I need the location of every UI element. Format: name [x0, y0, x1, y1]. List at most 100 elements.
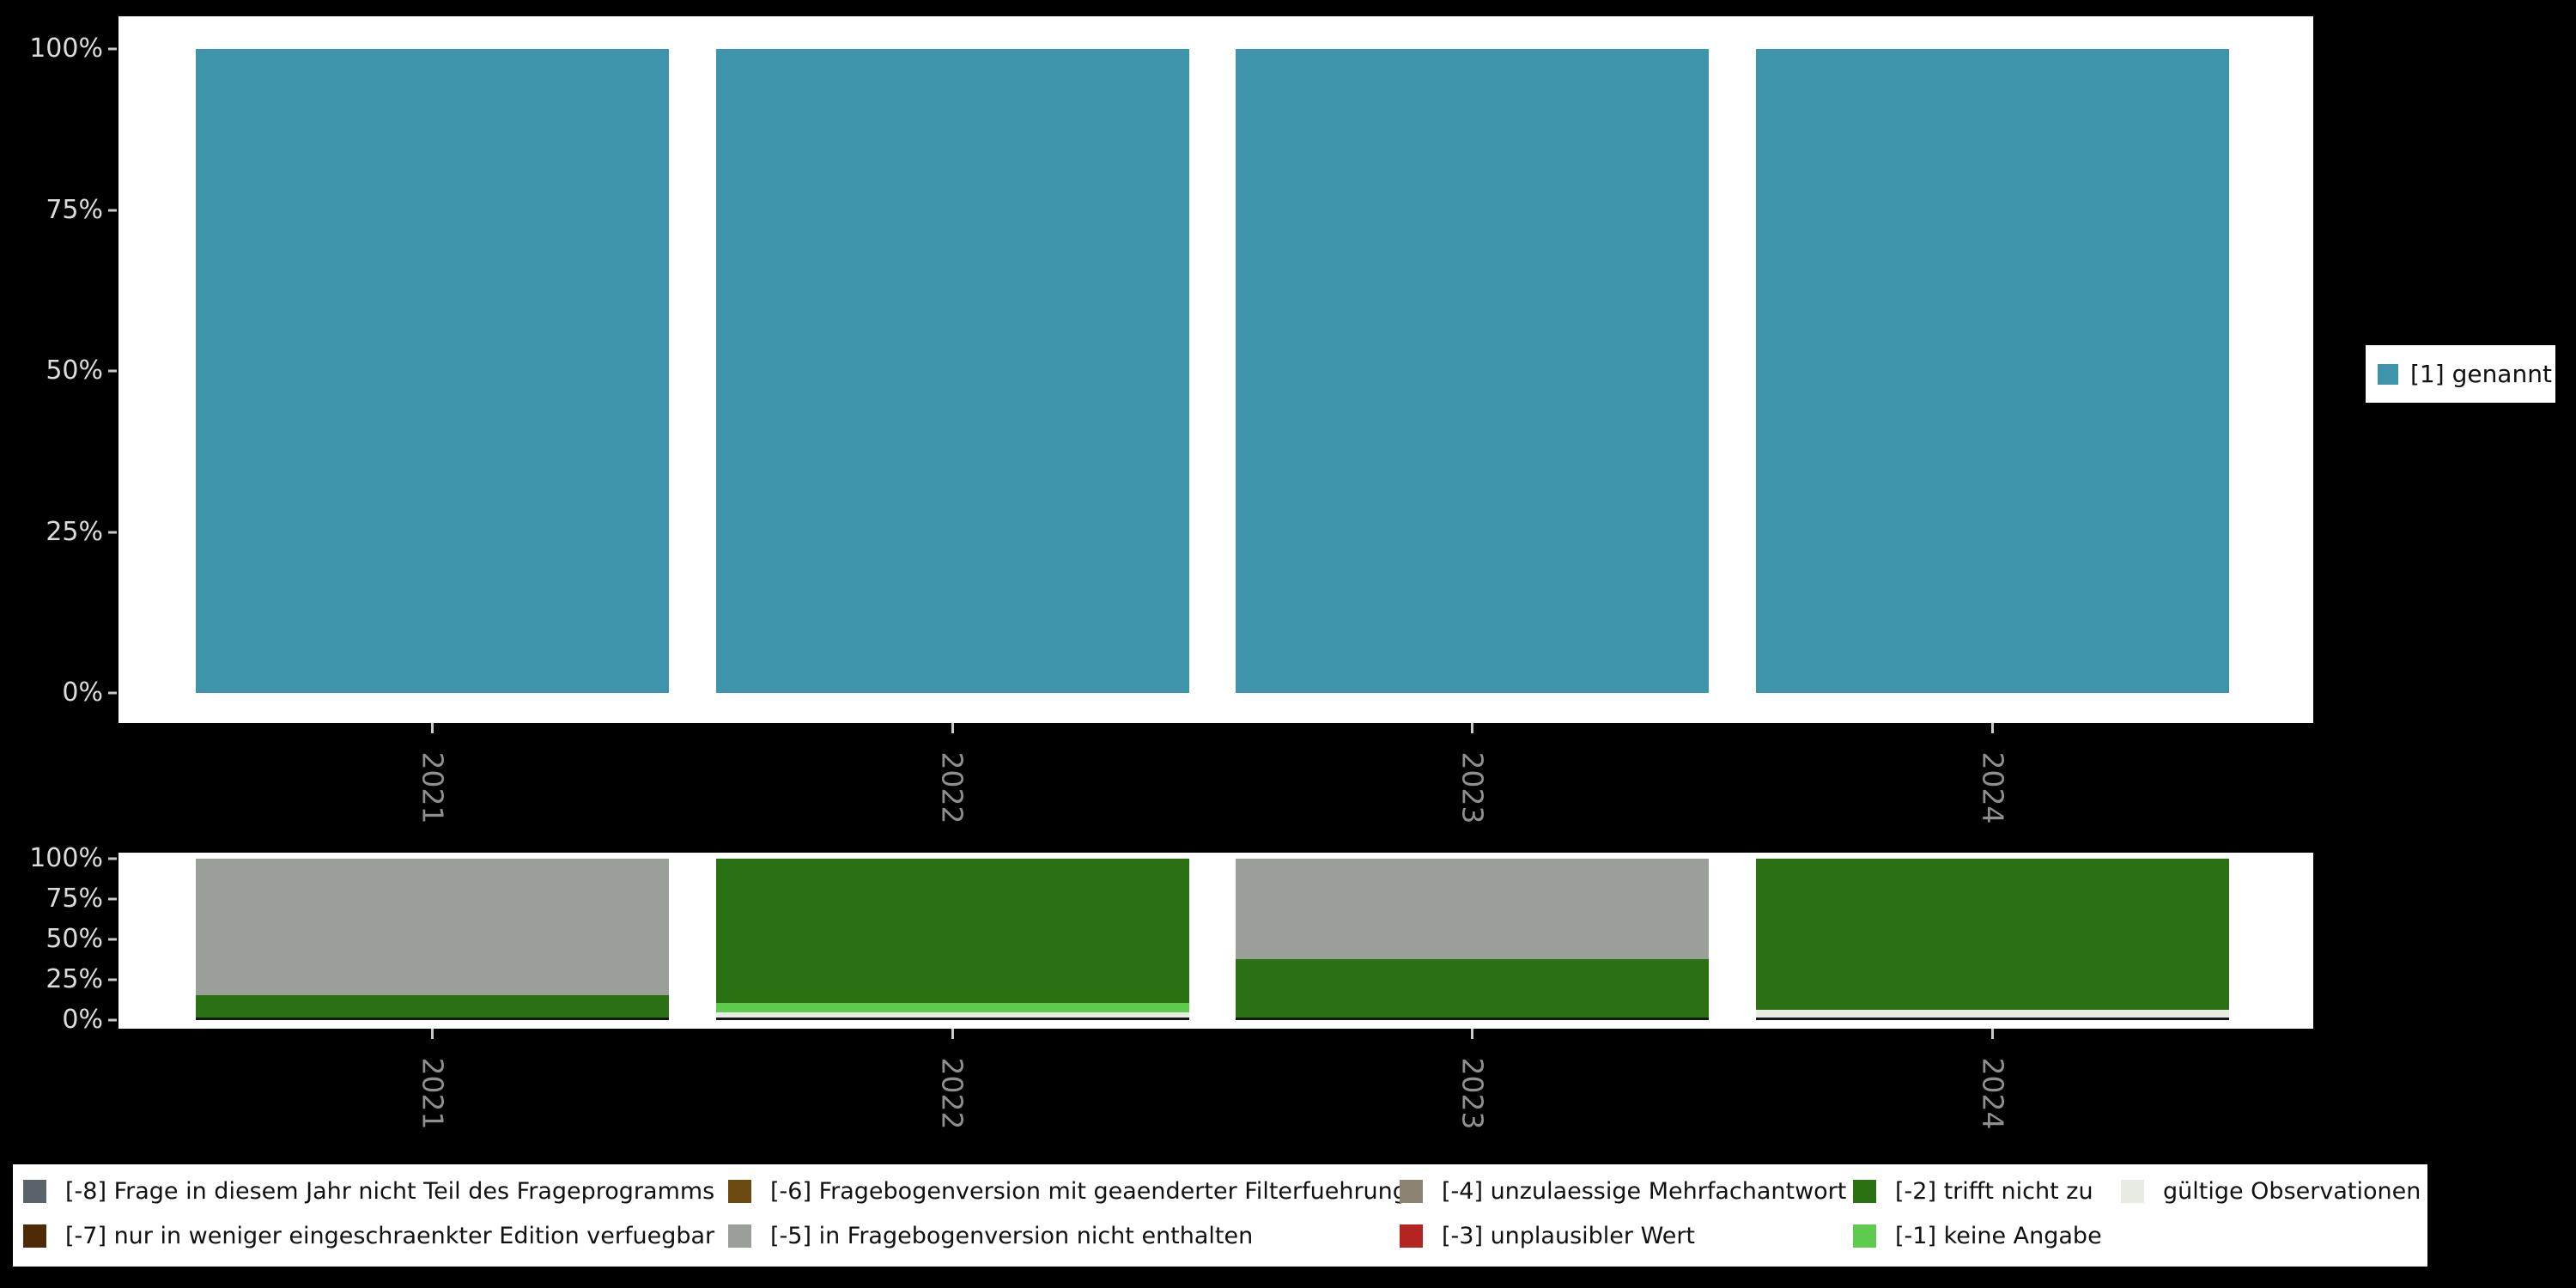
legend-item-label: [-3] unplausibler Wert	[1442, 1222, 1696, 1249]
legend-item-label: [-6] Fragebogenversion mit geaenderter F…	[770, 1177, 1407, 1205]
x-tick-mark	[951, 723, 954, 733]
missing-values-chart-panel	[118, 853, 2313, 1029]
bar-segment	[715, 1003, 1189, 1013]
y-tick-label: 25%	[46, 964, 103, 994]
bar-2022	[715, 859, 1189, 1020]
x-tick-mark	[951, 1029, 954, 1039]
legend-item: [-1] keine Angabe	[1853, 1219, 2102, 1252]
bar-segment	[1236, 49, 1710, 693]
x-tick-label-text: 2021	[416, 1057, 450, 1129]
x-tick-mark	[431, 723, 434, 733]
bar-2021	[196, 859, 670, 1020]
legend-item-label: [1] genannt	[2410, 360, 2552, 388]
legend-item: [-4] unzulaessige Mehrfachantwort	[1400, 1175, 1846, 1207]
legend-item: [-7] nur in weniger eingeschraenkter Edi…	[23, 1219, 714, 1252]
legend-item: [-3] unplausibler Wert	[1400, 1219, 1846, 1252]
legend-key-swatch	[1853, 1224, 1876, 1248]
x-tick-label-2023: 2023	[1454, 740, 1492, 835]
x-tick-label-text: 2023	[1455, 751, 1490, 823]
x-axis-cell-2023: 2023	[1236, 1029, 1709, 1145]
legend-item-label: gültige Observationen	[2163, 1177, 2421, 1205]
legend-key-swatch	[728, 1224, 751, 1248]
bar-segment	[1236, 859, 1710, 959]
y-tick-label: 50%	[46, 355, 103, 386]
x-tick-label-text: 2022	[935, 1057, 969, 1129]
bar-segment	[1755, 859, 2229, 1010]
x-tick-label-2024: 2024	[1973, 1046, 2011, 1140]
bar-segment	[196, 995, 670, 1018]
x-axis-cell-2024: 2024	[1756, 723, 2229, 839]
main-chart-panel	[118, 16, 2313, 723]
y-tick-mark	[108, 531, 117, 533]
y-tick-label: 50%	[46, 924, 103, 954]
legend-key-swatch	[2121, 1179, 2144, 1203]
x-tick-label-text: 2024	[1975, 751, 2009, 823]
bar-segment	[715, 1012, 1189, 1018]
x-axis-missing: 2021 2022 2023 2024	[196, 1029, 2229, 1145]
legend-item: gültige Observationen	[2121, 1175, 2421, 1207]
y-tick-mark	[108, 47, 117, 51]
bar-segment	[715, 859, 1189, 1004]
y-tick-mark	[108, 857, 117, 860]
legend-column-3: [-4] unzulaessige Mehrfachantwort [-3] un…	[1400, 1175, 1846, 1252]
x-tick-label-2021: 2021	[414, 740, 452, 835]
x-axis-cell-2023: 2023	[1236, 723, 1709, 839]
legend-column-4: [-2] trifft nicht zu [-1] keine Angabe	[1853, 1175, 2102, 1252]
x-tick-mark	[1471, 1029, 1474, 1039]
legend-genannt: [1] genannt	[2366, 345, 2555, 403]
x-tick-label-2023: 2023	[1454, 1046, 1492, 1140]
y-tick-mark	[108, 978, 117, 981]
x-axis-main: 2021 2022 2023 2024	[196, 723, 2229, 839]
y-tick-label: 0%	[62, 1005, 103, 1035]
bar-segment	[1236, 958, 1710, 1018]
y-tick-label: 100%	[29, 33, 103, 64]
legend-key-swatch	[23, 1179, 46, 1203]
x-tick-mark	[1990, 1029, 1994, 1039]
bar-segment	[196, 859, 670, 996]
x-tick-label-text: 2022	[935, 751, 969, 823]
y-tick-label: 75%	[46, 884, 103, 914]
x-axis-cell-2022: 2022	[716, 1029, 1189, 1145]
legend-item: [-2] trifft nicht zu	[1853, 1175, 2102, 1207]
y-tick-mark	[108, 369, 117, 373]
legend-column-2: [-6] Fragebogenversion mit geaenderter F…	[728, 1175, 1407, 1252]
y-tick-mark	[108, 209, 117, 211]
bar-2023	[1236, 49, 1710, 693]
x-tick-mark	[431, 1029, 434, 1039]
x-tick-label-text: 2024	[1975, 1057, 2009, 1129]
x-tick-label-2022: 2022	[933, 740, 971, 835]
main-plot-area	[196, 49, 2229, 693]
y-tick-mark	[108, 938, 117, 941]
legend-key-swatch	[1853, 1179, 1876, 1203]
legend-column-1: [-8] Frage in diesem Jahr nicht Teil des…	[23, 1175, 714, 1252]
x-axis-cell-2022: 2022	[716, 723, 1189, 839]
bar-segment	[1755, 1009, 2229, 1018]
bar-2024	[1755, 859, 2229, 1020]
bar-2024	[1755, 49, 2229, 693]
legend-key-swatch	[23, 1224, 46, 1248]
legend-item: [-8] Frage in diesem Jahr nicht Teil des…	[23, 1175, 714, 1207]
legend-column-5: gültige Observationen	[2121, 1175, 2421, 1207]
legend-item-label: [-1] keine Angabe	[1895, 1222, 2102, 1249]
legend-item: [-5] in Fragebogenversion nicht enthalte…	[728, 1219, 1407, 1252]
legend-key-swatch	[728, 1179, 751, 1203]
legend-missing-values: [-8] Frage in diesem Jahr nicht Teil des…	[13, 1164, 2427, 1267]
bar-segment	[1755, 49, 2229, 693]
bar-2023	[1236, 859, 1710, 1020]
y-tick-label: 100%	[29, 843, 103, 873]
y-tick-label: 25%	[46, 516, 103, 547]
x-tick-label-2022: 2022	[933, 1046, 971, 1140]
legend-item: [-6] Fragebogenversion mit geaenderter F…	[728, 1175, 1407, 1207]
x-tick-label-2021: 2021	[414, 1046, 452, 1140]
x-tick-label-text: 2021	[416, 751, 450, 823]
y-tick-mark	[108, 897, 117, 901]
bar-segment	[715, 49, 1189, 693]
x-tick-label-text: 2023	[1455, 1057, 1490, 1129]
x-axis-cell-2021: 2021	[196, 723, 669, 839]
y-tick-label: 75%	[46, 194, 103, 225]
legend-key-swatch	[1400, 1224, 1423, 1248]
legend-item-label: [-4] unzulaessige Mehrfachantwort	[1442, 1177, 1847, 1205]
legend-item-label: [-5] in Fragebogenversion nicht enthalte…	[770, 1222, 1254, 1249]
legend-item-label: [-8] Frage in diesem Jahr nicht Teil des…	[65, 1177, 715, 1205]
